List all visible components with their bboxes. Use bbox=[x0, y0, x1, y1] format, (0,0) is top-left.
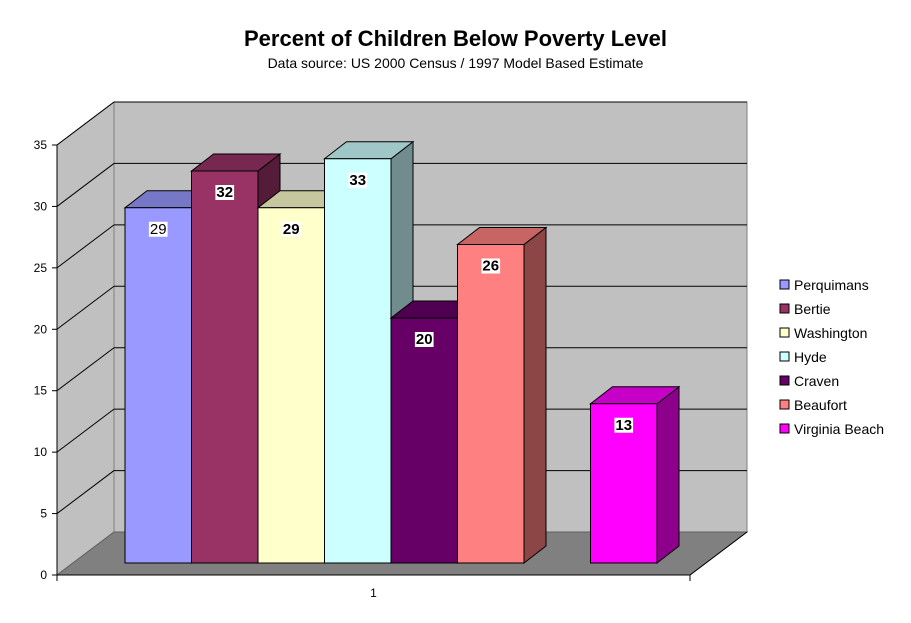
y-tick-label: 30 bbox=[34, 199, 48, 213]
gridline bbox=[56, 470, 115, 514]
bar-hyde bbox=[323, 140, 415, 565]
data-label-text: 32 bbox=[216, 184, 233, 201]
bar-front bbox=[191, 170, 259, 564]
legend-label: Hyde bbox=[794, 349, 827, 365]
x-axis-depth-line bbox=[689, 531, 748, 576]
data-label-bg bbox=[414, 332, 434, 347]
data-label: 29 bbox=[281, 221, 301, 238]
bar-front bbox=[390, 317, 458, 564]
data-label-bg bbox=[215, 185, 235, 200]
gridline bbox=[56, 163, 115, 207]
legend-swatch bbox=[779, 279, 790, 290]
data-label-text: 13 bbox=[615, 417, 632, 434]
gridline bbox=[56, 408, 115, 453]
data-label-text: 29 bbox=[283, 221, 300, 238]
legend-swatch bbox=[779, 399, 790, 410]
bar-front bbox=[457, 244, 525, 564]
bar-side bbox=[523, 226, 547, 565]
bar-front bbox=[324, 158, 392, 564]
legend-label: Perquimans bbox=[794, 277, 869, 293]
legend-label: Bertie bbox=[794, 301, 831, 317]
data-label-bg bbox=[481, 258, 501, 274]
data-label: 32 bbox=[215, 184, 235, 201]
data-label-bg bbox=[614, 417, 634, 433]
side-wall bbox=[56, 100, 115, 577]
bar-virginia-beach bbox=[589, 385, 681, 565]
data-label-bg bbox=[348, 172, 368, 188]
data-label: 33 bbox=[348, 172, 368, 189]
gridline bbox=[56, 285, 115, 330]
y-tick-label: 5 bbox=[40, 507, 47, 521]
data-label-bg bbox=[281, 221, 301, 237]
bar-front bbox=[257, 207, 325, 564]
gridline bbox=[56, 101, 115, 146]
bar-front bbox=[124, 207, 192, 564]
data-label-text: 20 bbox=[416, 331, 433, 348]
data-label: 26 bbox=[481, 258, 501, 275]
y-tick-label: 0 bbox=[40, 568, 47, 582]
y-tick-label: 15 bbox=[34, 384, 48, 398]
legend-swatch bbox=[779, 327, 790, 338]
chart-subtitle: Data source: US 2000 Census / 1997 Model… bbox=[267, 55, 644, 71]
chart-legend: Perquimans Bertie Washington Hyde Craven Beau… bbox=[779, 277, 884, 437]
y-tick-label: 20 bbox=[34, 322, 48, 336]
data-label-text: 29 bbox=[150, 221, 167, 238]
legend-swatch bbox=[779, 423, 790, 434]
chart-title: Percent of Children Below Poverty Level bbox=[243, 26, 667, 51]
data-label: 29 bbox=[148, 221, 168, 238]
legend-label: Craven bbox=[794, 373, 839, 389]
data-label-text: 33 bbox=[349, 172, 366, 189]
x-tick-label: 1 bbox=[370, 586, 377, 600]
legend-swatch bbox=[779, 375, 790, 386]
legend-label: Virginia Beach bbox=[794, 421, 884, 437]
legend-swatch bbox=[779, 351, 790, 362]
legend-label: Beaufort bbox=[794, 397, 847, 413]
bar-beaufort bbox=[456, 226, 548, 565]
data-label-text: 26 bbox=[482, 258, 499, 275]
data-label: 20 bbox=[414, 331, 434, 348]
y-tick-label: 10 bbox=[34, 445, 48, 459]
y-tick-label: 25 bbox=[34, 261, 48, 275]
data-label: 13 bbox=[614, 417, 634, 434]
legend-swatch bbox=[779, 303, 790, 314]
gridline bbox=[56, 224, 115, 269]
legend-label: Washington bbox=[794, 325, 867, 341]
bar-side bbox=[656, 385, 680, 565]
gridline bbox=[56, 347, 115, 392]
y-tick-label: 35 bbox=[34, 138, 48, 152]
data-label-bg bbox=[148, 221, 168, 237]
